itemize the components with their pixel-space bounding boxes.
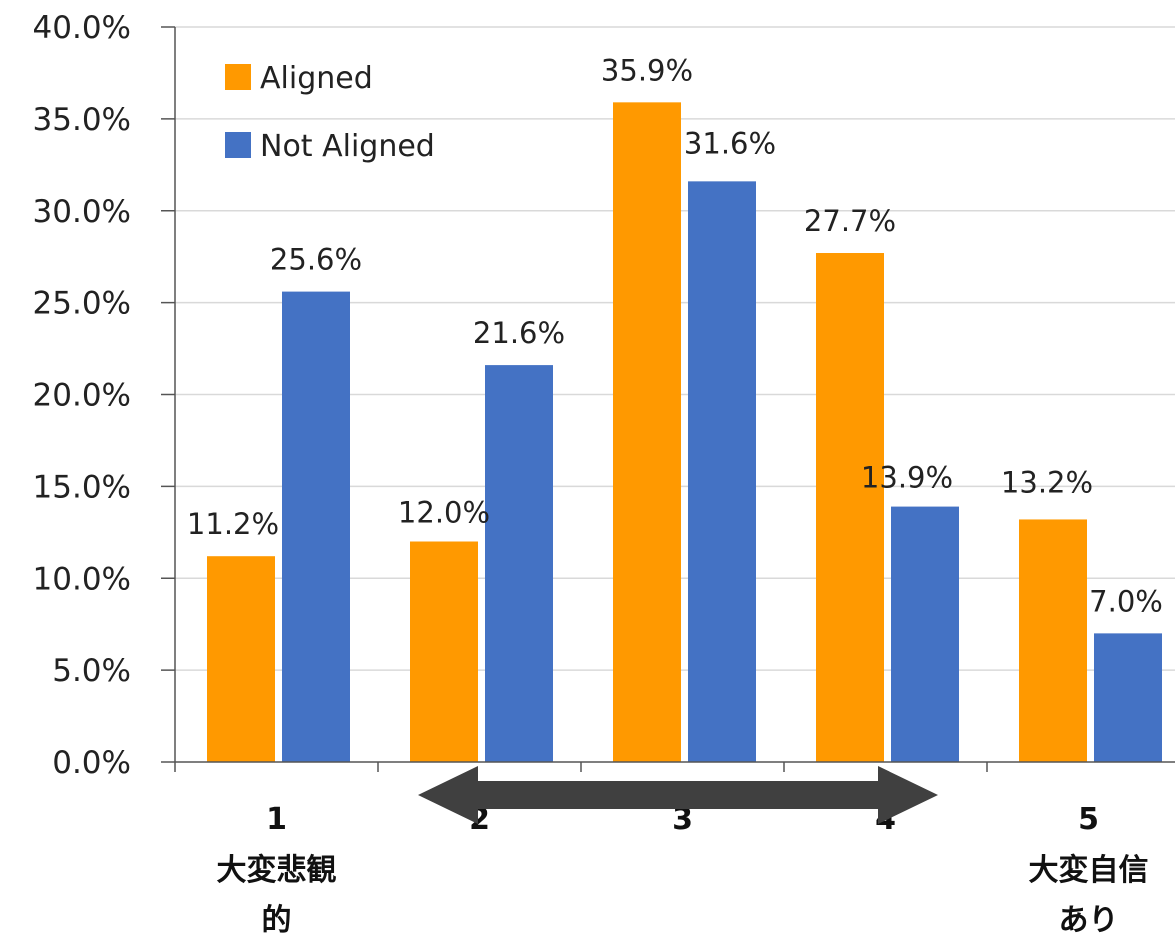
bar-aligned [613, 102, 681, 762]
x-category-sublabel: 大変自信 [1029, 853, 1149, 888]
data-label: 21.6% [473, 316, 565, 350]
legend-swatch [225, 64, 251, 90]
x-category-sublabel: 大変悲観 [217, 853, 337, 888]
x-axis: 1大変悲観的2345大変自信あり [175, 761, 1175, 938]
data-label: 25.6% [270, 243, 362, 277]
data-labels: 11.2% 25.6% 12.0% 21.6% 35.9% 31.6% 27.7% 13.9%… [187, 53, 1163, 618]
y-tick-label: 15.0% [33, 469, 131, 505]
y-axis: 0.0% 5.0% 10.0% 15.0% 20.0% 25.0% 30.0% 35.0% 40… [33, 10, 176, 781]
bars [207, 102, 1162, 763]
x-category-sublabel: 的 [262, 903, 292, 938]
x-tick-label: 5 [1078, 802, 1099, 837]
double-arrow-icon [418, 766, 938, 824]
y-tick-label: 30.0% [33, 194, 131, 230]
y-tick-label: 25.0% [33, 286, 131, 322]
data-label: 31.6% [684, 126, 776, 160]
data-label: 11.2% [187, 507, 279, 541]
data-label: 12.0% [398, 496, 490, 530]
data-label: 27.7% [804, 204, 896, 238]
y-tick-label: 40.0% [33, 10, 131, 46]
bar-not-aligned [891, 506, 959, 762]
bar-not-aligned [485, 365, 553, 762]
data-label: 13.2% [1001, 465, 1093, 499]
bar-aligned [410, 541, 478, 762]
y-tick-label: 35.0% [33, 102, 131, 138]
legend-label: Not Aligned [260, 129, 435, 164]
x-tick-label: 1 [266, 802, 287, 837]
y-tick-label: 0.0% [52, 745, 131, 781]
bar-aligned [816, 253, 884, 762]
bar-aligned [1019, 519, 1087, 762]
x-tick-label: 3 [672, 802, 693, 837]
legend-label: Aligned [260, 61, 373, 96]
data-label: 35.9% [601, 53, 693, 87]
bar-aligned [207, 556, 275, 762]
bar-not-aligned [688, 181, 756, 763]
y-tick-label: 5.0% [52, 653, 131, 689]
y-tick-label: 20.0% [33, 378, 131, 414]
y-tick-label: 10.0% [33, 561, 131, 597]
legend: Aligned Not Aligned [225, 61, 435, 164]
legend-swatch [225, 132, 251, 158]
data-label: 13.9% [861, 461, 953, 495]
x-category-sublabel: あり [1059, 903, 1119, 938]
data-label: 7.0% [1089, 584, 1163, 618]
bar-not-aligned [1094, 633, 1162, 762]
bar-not-aligned [282, 291, 350, 762]
